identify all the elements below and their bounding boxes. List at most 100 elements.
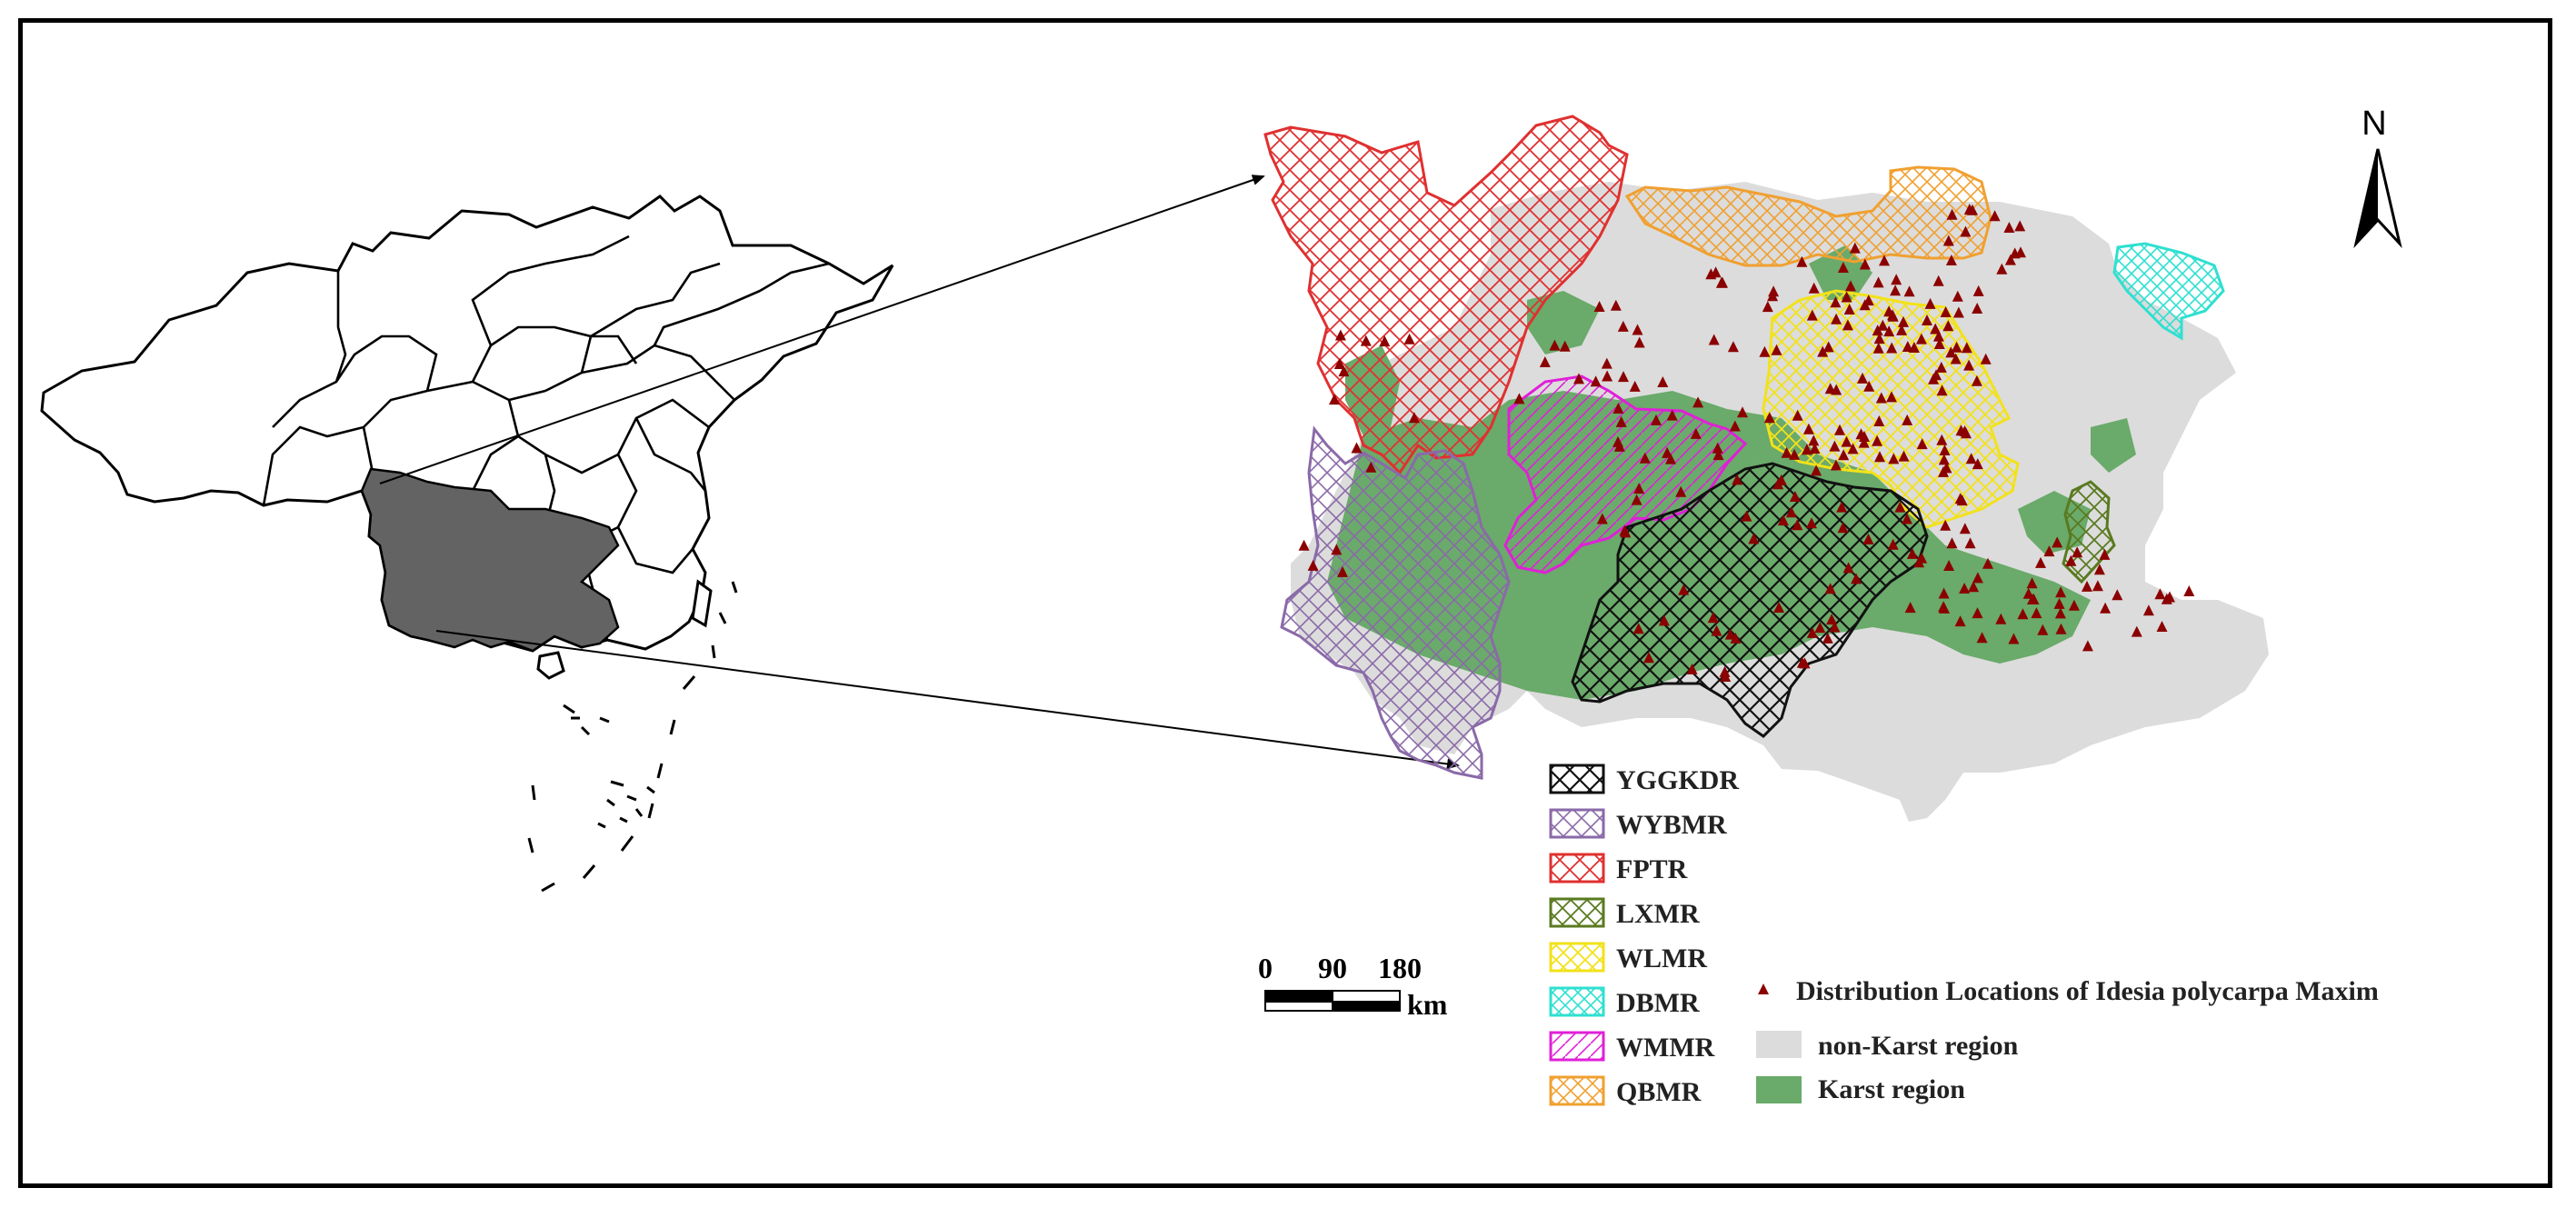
distribution-point	[1806, 517, 1817, 529]
distribution-point	[1902, 341, 1913, 352]
distribution-point	[1298, 539, 1310, 551]
distribution-point	[1995, 613, 2007, 624]
distribution-point	[1851, 573, 1862, 584]
distribution-point	[1808, 282, 1820, 294]
legend-swatch-wlmr	[1549, 942, 1605, 973]
distribution-point	[1886, 342, 1898, 354]
legend-nonkarst-label: non-Karst region	[1818, 1031, 2019, 1061]
distribution-point	[2092, 580, 2103, 592]
distribution-point	[2068, 599, 2080, 611]
distribution-point	[2093, 564, 2105, 575]
distribution-point	[2017, 608, 2029, 620]
distribution-point	[1872, 342, 1884, 354]
distribution-point	[2022, 587, 2034, 599]
distribution-point	[1872, 434, 1883, 446]
legend-label-qbmr: QBMR	[1616, 1077, 1702, 1107]
distribution-point	[1896, 324, 1908, 335]
distribution-point	[1857, 372, 1868, 384]
distribution-point	[1965, 453, 1977, 464]
distribution-point	[1762, 301, 1773, 313]
distribution-point	[1938, 465, 1949, 477]
distribution-point	[1737, 406, 1748, 418]
distribution-point	[1403, 333, 1415, 344]
distribution-point	[2082, 640, 2093, 652]
distribution-point	[1596, 513, 1608, 524]
distribution-point	[1806, 309, 1818, 321]
distribution-point	[1806, 626, 1818, 638]
distribution-point	[1904, 602, 1916, 614]
distribution-point	[2131, 625, 2142, 637]
distribution-point	[1943, 560, 1955, 571]
distribution-point	[1351, 442, 1363, 454]
distribution-point	[1964, 537, 1976, 549]
distribution-point	[1874, 451, 1885, 463]
distribution-point	[1601, 357, 1612, 369]
distribution-point	[2054, 607, 2066, 619]
distribution-point	[1808, 434, 1820, 446]
legend-swatch-wybmr	[1549, 808, 1605, 839]
south-china-sea-dashes	[527, 581, 738, 893]
distribution-point	[1932, 275, 1944, 286]
distribution-point	[2100, 602, 2112, 614]
distribution-point	[1620, 526, 1632, 538]
distribution-point	[1954, 615, 1966, 627]
distribution-point	[1916, 438, 1928, 450]
distribution-point	[1922, 314, 1932, 325]
distribution-point	[1980, 353, 1992, 364]
legend-label-wybmr: WYBMR	[1616, 810, 1727, 840]
highlighted-study-region	[360, 467, 620, 653]
distribution-point	[1658, 614, 1670, 626]
distribution-point	[1632, 324, 1643, 335]
distribution-point	[1768, 285, 1780, 297]
distribution-point	[1771, 344, 1782, 355]
distribution-point	[1775, 474, 1787, 485]
distribution-point	[1847, 443, 1859, 454]
zone-wybmr	[1280, 425, 1511, 780]
distribution-point	[1996, 263, 2008, 275]
distribution-point	[2008, 633, 2020, 644]
distribution-point	[1792, 519, 1803, 531]
zone-qbmr	[1624, 165, 1992, 267]
distribution-point	[1690, 427, 1702, 439]
distribution-point	[1657, 376, 1669, 387]
distribution-point	[1617, 320, 1629, 332]
distribution-point	[1950, 353, 1962, 364]
distribution-point	[1829, 621, 1841, 633]
distribution-point	[1809, 443, 1821, 454]
distribution-point	[1863, 380, 1875, 392]
distribution-point	[1732, 474, 1743, 485]
distribution-point	[2031, 607, 2042, 619]
distribution-point	[1935, 361, 1947, 373]
distribution-point	[1930, 323, 1942, 334]
distribution-point	[1933, 338, 1945, 349]
distribution-point	[1872, 276, 1884, 288]
distribution-point	[1826, 614, 1838, 625]
distribution-point	[1924, 297, 1936, 309]
distribution-point	[1792, 409, 1803, 421]
distribution-point	[1859, 299, 1871, 311]
distribution-point	[1724, 628, 1736, 640]
distribution-point	[1590, 375, 1602, 387]
distribution-point	[1862, 533, 1874, 544]
distribution-point	[1915, 333, 1927, 344]
distribution-point	[1666, 409, 1678, 421]
distribution-point	[2015, 246, 2026, 258]
distribution-point	[2161, 593, 2172, 604]
legend-label-wmmr: WMMR	[1616, 1033, 1715, 1063]
scale-unit: km	[1407, 988, 1448, 1021]
distribution-point	[1338, 365, 1350, 377]
distribution-point	[1802, 423, 1814, 434]
distribution-point	[1932, 330, 1944, 342]
distribution-point	[1830, 296, 1842, 308]
zone-dbmr	[2112, 242, 2225, 341]
distribution-point	[1822, 632, 1833, 644]
distribution-point	[1763, 412, 1775, 424]
distribution-point	[1602, 370, 1613, 382]
distribution-point	[1785, 506, 1797, 518]
legend-swatch-wmmr	[1549, 1031, 1605, 1062]
distribution-point	[1858, 436, 1870, 448]
distribution-point	[1773, 602, 1785, 613]
distribution-point	[1837, 522, 1849, 534]
distribution-point	[2112, 589, 2123, 601]
distribution-point	[1972, 285, 1984, 296]
